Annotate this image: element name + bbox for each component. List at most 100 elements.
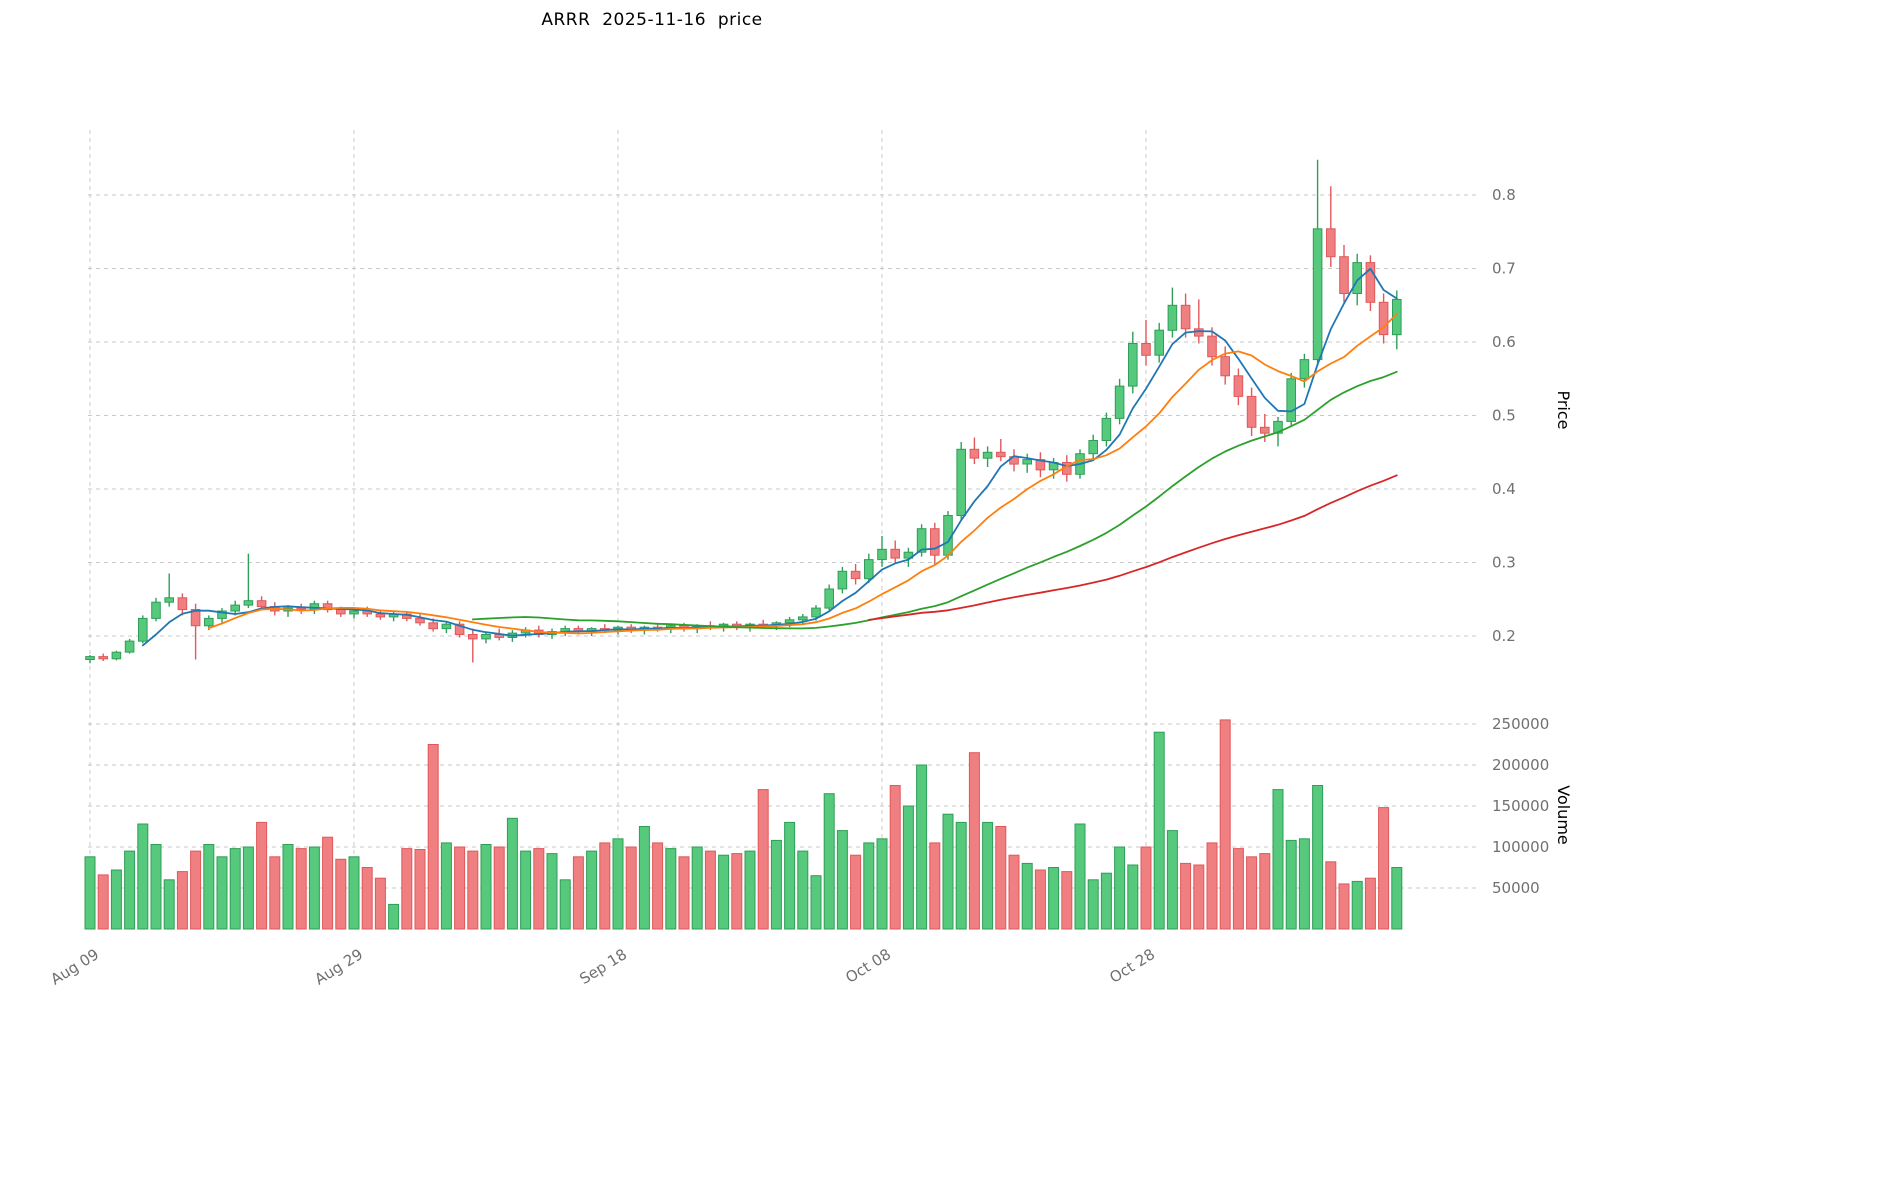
candle-body [1128, 343, 1138, 387]
candle-body [903, 551, 914, 559]
candle-body [1180, 304, 1191, 330]
volume-bar [414, 849, 426, 930]
volume-bar [916, 764, 928, 930]
candle-body [243, 600, 254, 606]
volume-bar [691, 846, 703, 930]
volume-bar [533, 848, 545, 930]
volume-bar [1338, 883, 1350, 930]
volume-bar [1364, 877, 1376, 930]
candle-body [1022, 459, 1033, 465]
volume-bar [942, 813, 954, 930]
volume-bar [322, 836, 334, 930]
volume-bar [1034, 869, 1046, 930]
volume-bar [216, 856, 228, 930]
volume-bar [427, 744, 439, 930]
candle-body [415, 617, 425, 624]
candle-body [824, 588, 835, 609]
price-axis-title: Price [1554, 390, 1573, 429]
volume-bar [480, 844, 492, 930]
candle-body [1114, 385, 1125, 419]
volume-bar [665, 848, 677, 930]
candle-body [111, 651, 122, 660]
ma-line-ma10 [207, 312, 1398, 635]
volume-bar [1153, 731, 1165, 930]
volume-bar [599, 842, 611, 930]
price-panel [85, 159, 1402, 664]
volume-bar [836, 830, 848, 930]
candle-body [256, 600, 267, 608]
candle-body [850, 570, 861, 580]
candle-body [124, 640, 135, 653]
candle-body [996, 451, 1006, 458]
volume-bar [1312, 785, 1324, 930]
ma-line-ma30 [471, 370, 1398, 630]
volume-bar [282, 844, 294, 930]
volume-bar [770, 839, 782, 930]
candle-body [837, 570, 848, 590]
candle-body [1365, 262, 1376, 303]
candle-body [217, 610, 227, 619]
volume-bar [440, 842, 452, 930]
candle-body [916, 528, 927, 553]
volume-bar [229, 848, 241, 930]
volume-bar [1285, 839, 1297, 930]
candle-body [1299, 359, 1310, 380]
candle-body [956, 448, 967, 516]
date-tick-label: Aug 09 [48, 945, 103, 988]
candle-body [864, 559, 874, 580]
candle-body [1154, 329, 1165, 356]
volume-bar [1193, 864, 1205, 930]
volume-bar [823, 793, 835, 930]
candle-body [1141, 343, 1151, 356]
candle-body [1088, 440, 1099, 455]
volume-bar [784, 821, 796, 930]
volume-tick-label: 50000 [1492, 879, 1540, 897]
candle-body [877, 548, 887, 561]
candle-body [428, 622, 438, 630]
volume-bar [467, 850, 479, 930]
volume-bar [1127, 864, 1139, 930]
candle-body [190, 609, 201, 627]
volume-bar [84, 856, 96, 930]
volume-bar [731, 853, 743, 930]
volume-bar [137, 823, 149, 930]
volume-bar [520, 850, 532, 930]
volume-bar [190, 850, 202, 930]
volume-bar [124, 850, 136, 930]
volume-bar [797, 850, 809, 930]
candle-body [890, 548, 901, 559]
candle-body [138, 617, 148, 642]
volume-bar [1246, 856, 1258, 930]
ma-line-ma5 [141, 267, 1398, 647]
volume-bar [625, 846, 637, 930]
volume-bar [612, 838, 624, 930]
candle-body [1220, 356, 1231, 377]
volume-tick-label: 100000 [1492, 838, 1549, 856]
volume-bar [374, 877, 386, 930]
volume-bar [1272, 789, 1284, 930]
volume-tick-label: 150000 [1492, 797, 1549, 815]
date-tick-label: Oct 08 [842, 945, 894, 987]
volume-bar [97, 874, 109, 930]
candle-body [798, 616, 808, 621]
volume-bar [150, 844, 162, 930]
volume-tick-label: 200000 [1492, 756, 1549, 774]
candle-body [811, 607, 821, 618]
volume-bar [1074, 823, 1086, 930]
volume-bar [493, 846, 505, 930]
volume-bar [1232, 848, 1244, 930]
candle-body [177, 597, 188, 611]
volume-bar [757, 789, 769, 930]
candle-body [164, 597, 174, 603]
gridlines [88, 130, 1480, 929]
price-tick-label: 0.3 [1492, 554, 1516, 572]
volume-bar [1166, 830, 1178, 930]
volume-bar [744, 850, 756, 930]
volume-bar [110, 869, 122, 930]
date-tick-label: Aug 29 [312, 945, 367, 988]
volume-bar [242, 846, 254, 930]
volume-bar [652, 842, 664, 930]
volume-bar [995, 826, 1007, 930]
